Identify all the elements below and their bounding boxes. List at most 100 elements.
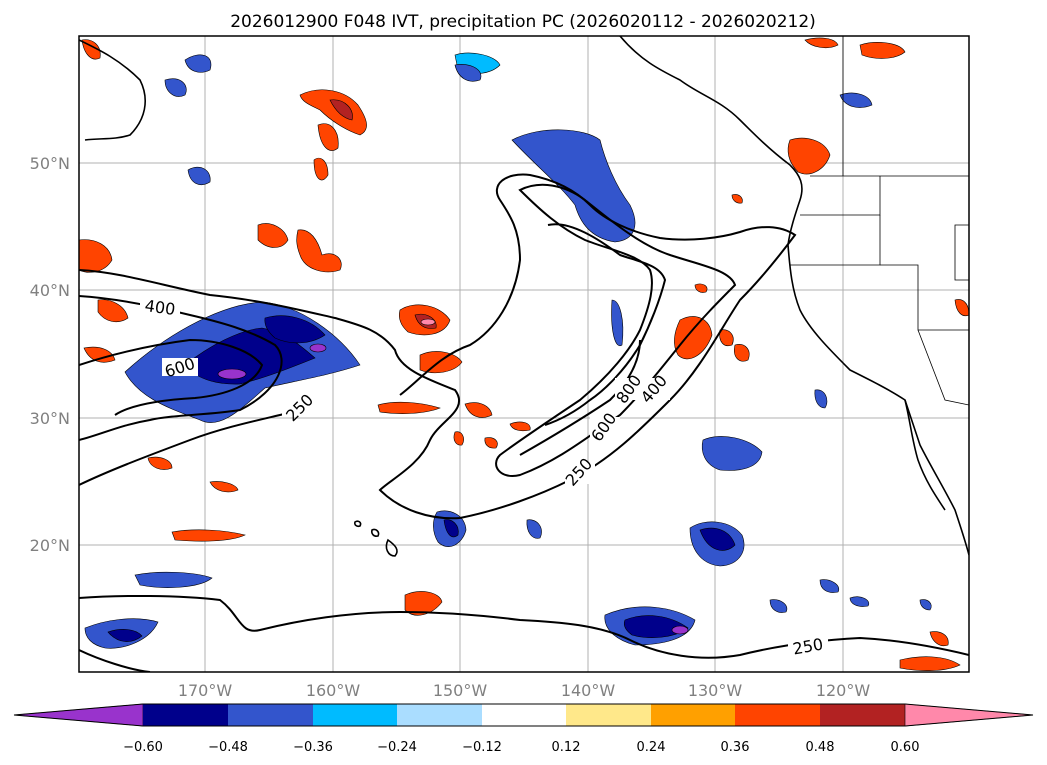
- lon-label-170w: 170°W: [178, 681, 233, 700]
- precip-blob-purple-3: [671, 625, 689, 635]
- colorbar-tick-6: 0.12: [552, 740, 581, 755]
- precip-blob-pos-5: [257, 223, 289, 248]
- precip-blob-far-sw-core: [107, 629, 143, 642]
- colorbar-tick-5: −0.12: [462, 740, 502, 755]
- precip-blob-w20n: [134, 571, 213, 588]
- lon-label-160w: 160°W: [306, 681, 361, 700]
- precip-blob-pos-21: [209, 481, 239, 493]
- precip-blob-sw2: [701, 436, 763, 471]
- precip-blob-pos-25: [954, 299, 969, 317]
- lat-label-40n: 40°N: [30, 281, 70, 300]
- colorbar-tick-4: −0.24: [377, 740, 417, 755]
- political-borders: [790, 36, 969, 406]
- precip-blob-pos-23: [899, 656, 961, 671]
- precip-blob-canada: [839, 92, 873, 108]
- lon-label-140w: 140°W: [561, 681, 616, 700]
- precip-blob-nw-3: [187, 166, 211, 185]
- baja-california-coast: [904, 399, 946, 511]
- state-line-id: [954, 224, 969, 281]
- ivt-400-contour-east: [495, 183, 737, 477]
- colorbar-tick-3: −0.36: [293, 740, 333, 755]
- lat-label-50n: 50°N: [30, 154, 70, 173]
- state-line-wa-or: [800, 176, 881, 216]
- precip-blob-purple-1: [217, 368, 247, 380]
- precip-blob-s-4: [849, 596, 870, 607]
- map-title: 2026012900 F048 IVT, precipitation PC (2…: [230, 12, 816, 32]
- precip-blob-s-3: [769, 599, 788, 613]
- precip-blob-pos-28: [484, 437, 498, 449]
- colorbar-extend-low: [13, 703, 144, 727]
- colorbar-segment-4: [397, 704, 482, 726]
- precip-negative: [84, 52, 932, 649]
- colorbar-segment-8: [735, 704, 820, 726]
- colorbar-segment-2: [228, 704, 313, 726]
- ivt-250-contour-sw: [79, 649, 151, 672]
- precip-blob-pos-15: [787, 137, 831, 175]
- precip-blob-pos-6: [296, 229, 342, 273]
- lat-label-30n: 30°N: [30, 409, 70, 428]
- precip-blob-nw-1: [164, 78, 187, 97]
- contour-label-bg-2: [162, 358, 198, 376]
- lon-label-130w: 130°W: [688, 681, 743, 700]
- colorbar-tick-8: 0.36: [721, 740, 750, 755]
- contour-label-bg-3: [282, 398, 318, 416]
- precip-blob-pos-19: [171, 529, 246, 542]
- state-line-az: [917, 329, 969, 406]
- hawaii-island-1: [385, 538, 398, 557]
- precip-blob-pos-11: [464, 402, 493, 418]
- precip-blob-pos-3: [313, 157, 329, 181]
- colorbar-segment-7: [651, 704, 735, 726]
- contour-label-bg-5: [615, 378, 645, 400]
- colorbar-tick-7: 0.24: [637, 740, 666, 755]
- lon-label-150w: 150°W: [433, 681, 488, 700]
- precip-blob-pos-4: [79, 239, 113, 273]
- precip-blob-s-5: [819, 579, 840, 593]
- colorbar-segment-5: [482, 704, 566, 726]
- precip-blob-pos-24: [929, 631, 949, 647]
- precip-blob-pos-17: [804, 37, 839, 49]
- contour-label-bg-1: [140, 298, 180, 316]
- precip-blob-s-2: [526, 519, 542, 539]
- colorbar-segment-3: [313, 704, 397, 726]
- precip-blob-pos-14: [719, 329, 734, 347]
- contour-label-bg-8: [788, 636, 828, 654]
- precip-blob-pos-7: [97, 299, 129, 323]
- map-panel: 400 600 250 600 800 400 250 250: [78, 35, 970, 673]
- colorbar: −0.60 −0.48 −0.36 −0.24 −0.12 0.12 0.24 …: [13, 703, 1034, 755]
- precip-blob-north-2: [454, 64, 482, 82]
- precip-blob-central-pacific-core: [184, 327, 316, 385]
- precip-blob-pink-1: [420, 318, 436, 326]
- precip-blob-pos-10: [377, 401, 441, 414]
- contour-label-bg-6: [640, 378, 670, 400]
- precip-blob-mid-1: [611, 299, 624, 347]
- colorbar-ticks: −0.60 −0.48 −0.36 −0.24 −0.12 0.12 0.24 …: [123, 740, 919, 755]
- precip-blob-pos-20: [147, 456, 173, 470]
- precip-blob-pos-1-core: [329, 99, 353, 121]
- precip-blob-south-core: [623, 615, 689, 638]
- precip-blob-pos-12: [674, 316, 713, 360]
- precip-blob-pos-13: [734, 344, 750, 362]
- precip-blob-pos-22: [83, 346, 116, 363]
- colorbar-extend-high: [904, 703, 1034, 727]
- colorbar-tick-2: −0.48: [208, 740, 248, 755]
- ivt-800-contour-east: [519, 339, 641, 456]
- ivt-600-contour-east: [544, 223, 667, 426]
- lon-label-120w: 120°W: [816, 681, 871, 700]
- precip-blob-central-pacific-core-2: [264, 315, 326, 344]
- precip-blob-pos-18: [404, 591, 443, 616]
- longitude-labels: 170°W 160°W 150°W 140°W 130°W 120°W: [178, 681, 871, 700]
- colorbar-segment-1: [143, 704, 228, 726]
- latitude-labels: 50°N 40°N 30°N 20°N: [30, 154, 70, 555]
- ivt-250-contour: [79, 173, 797, 520]
- state-line-nv: [880, 264, 969, 331]
- lat-label-20n: 20°N: [30, 536, 70, 555]
- precip-blob-s-6: [919, 599, 932, 611]
- contour-label-bg-7: [565, 462, 595, 484]
- precip-blob-hawaii-core: [443, 519, 459, 538]
- contour-label-400-west: 400: [144, 296, 177, 319]
- coastlines: [79, 36, 969, 557]
- precip-blob-pos-30: [694, 283, 708, 293]
- precip-blob-purple-2: [309, 343, 327, 353]
- ivt-600-contour-west: [79, 338, 264, 416]
